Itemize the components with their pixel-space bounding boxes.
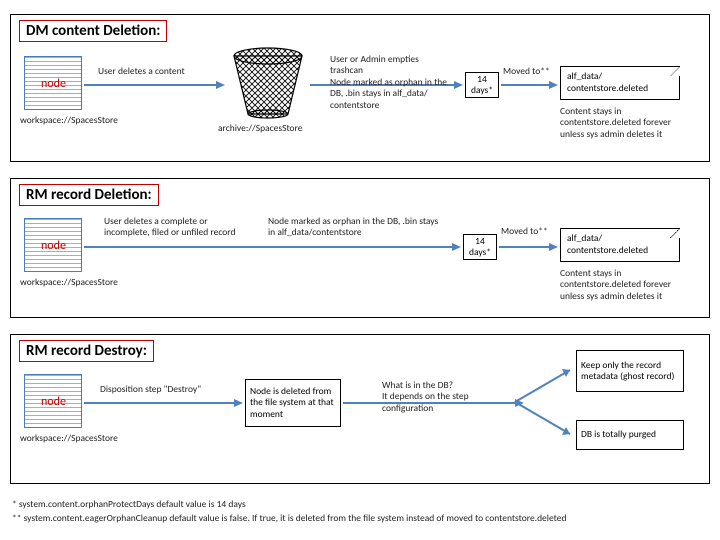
branch-bottom-box: DB is totally purged (576, 420, 684, 450)
node-box-1: node (24, 56, 82, 110)
footnote-2: ** system.content.eagerOrphanCleanup def… (12, 512, 712, 524)
arrow-2a-head (452, 243, 461, 251)
panel2-title: RM record Deletion: (19, 184, 159, 206)
trashcan-icon (228, 42, 308, 120)
moved-label-2: Moved to** (501, 226, 561, 237)
archive-caption: archive://SpacesStore (218, 122, 302, 134)
arrow-1a (84, 84, 216, 86)
db-text: What is in the DB? It depends on the ste… (382, 380, 502, 414)
node-caption-2: workspace://SpacesStore (20, 276, 118, 288)
arrow3-label: Disposition step "Destroy" (100, 384, 240, 395)
arrow-1c (501, 84, 549, 86)
node-caption-3: workspace://SpacesStore (20, 432, 118, 444)
arrow-3a (84, 402, 234, 404)
arrow-2b-head (549, 243, 558, 251)
destroy-box: Node is deleted from the file system at … (245, 379, 341, 427)
node-caption-1: workspace://SpacesStore (20, 114, 118, 126)
arrow-2a (84, 246, 452, 248)
deleted-box-1: alf_data/ contentstore.deleted (560, 66, 680, 100)
deleted-note-2: Content stays in contentstore.deleted fo… (560, 268, 686, 302)
arrow-2b (499, 246, 549, 248)
arrow2-label: User deletes a complete or incomplete, f… (104, 216, 244, 239)
deleted-note-1: Content stays in contentstore.deleted fo… (560, 106, 686, 140)
node-label-1: node (41, 77, 66, 91)
panel3-title: RM record Destroy: (19, 340, 154, 362)
node-label-2: node (41, 239, 66, 253)
arrow-3a-head (234, 399, 243, 407)
footnote-1: * system.content.orphanProtectDays defau… (12, 498, 246, 510)
node-box-2: node (24, 218, 82, 272)
node-box-3: node (24, 374, 82, 428)
arrow1-label-1: User deletes a content (98, 66, 218, 77)
box-14days-1: 14 days* (465, 72, 499, 98)
node-label-3: node (41, 395, 66, 409)
arrow-1c-head (549, 81, 558, 89)
mid-text-2: Node marked as orphan in the DB, .bin st… (268, 216, 443, 239)
panel1-title: DM content Deletion: (19, 20, 167, 42)
moved-label-1: Moved to** (503, 66, 563, 77)
mid-text-1: User or Admin empties trashcan Node mark… (330, 54, 452, 111)
deleted-box-2: alf_data/ contentstore.deleted (560, 228, 680, 262)
arrow-1a-head (216, 81, 225, 89)
arrow-1b-head (454, 81, 463, 89)
box-14days-2: 14 days* (463, 234, 497, 260)
branch-top-box: Keep only the record metadata (ghost rec… (576, 350, 684, 392)
